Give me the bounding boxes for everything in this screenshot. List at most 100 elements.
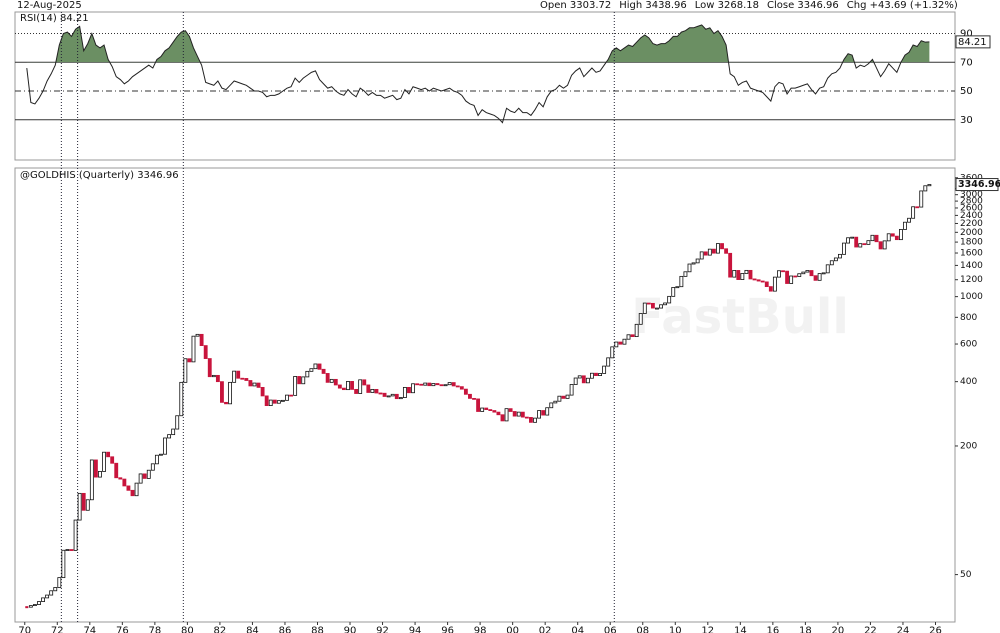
candle-body [402,386,407,398]
candle-body [419,383,424,386]
x-tick-label: 94 [409,625,422,633]
candle-body [260,386,265,397]
candle-body [45,594,50,599]
y-tick-label: 1800 [960,238,983,248]
y-tick-label: 600 [960,340,977,350]
candle-body [650,302,655,309]
candle-body [301,376,306,385]
candle-body [529,417,533,423]
x-tick-label: 04 [571,625,584,633]
candle-body [590,372,594,379]
candle-body [366,384,371,393]
candle-body [378,392,383,395]
candle-body [81,492,86,511]
x-tick-label: 20 [832,625,845,633]
candle-body [858,243,863,248]
candle-body [89,459,94,501]
quote-field: Close 3346.96 [767,0,839,11]
candle-body [341,387,346,391]
x-tick-label: 00 [506,625,519,633]
candle-body [382,392,387,397]
candle-body [386,395,391,398]
candle-body [451,382,456,387]
x-tick-label: 88 [311,625,324,633]
candle-body [756,279,761,282]
candle-body [211,374,216,378]
candle-body [455,385,460,388]
y-tick-label: 50 [960,570,972,580]
candle-body [752,278,757,281]
candle-body [325,373,330,383]
candle-body [407,386,411,394]
candle-body [524,416,529,419]
candle-body [317,363,322,370]
price-last-label: 3346.96 [958,179,1000,190]
candle-body [272,399,277,404]
x-tick-label: 76 [116,625,129,633]
candle-body [240,377,245,380]
candle-body [720,243,724,250]
candle-body [463,388,468,395]
candle-body [159,453,163,456]
candle-body [504,408,509,422]
candle-body [671,287,676,297]
candle-body [801,271,806,275]
candle-body [772,276,777,292]
x-tick-label: 90 [344,625,357,633]
candle-body [85,499,90,511]
candle-body [187,358,192,363]
candle-body [911,206,916,219]
x-tick-label: 24 [897,625,910,633]
x-tick-label: 86 [279,625,292,633]
candle-body [215,374,220,383]
candle-body [557,395,562,402]
candle-body [655,307,659,310]
candle-body [561,395,566,399]
candle-body [439,384,444,387]
candle-body [443,384,448,387]
y-tick-label: 1400 [960,261,983,271]
candle-body [134,482,139,497]
x-tick-label: 02 [539,625,552,633]
candle-body [512,411,517,417]
candle-body [728,252,733,278]
candle-body [313,363,318,370]
candle-body [789,275,794,284]
candle-body [602,365,607,374]
candle-body [130,489,135,497]
candle-body [618,341,623,345]
candle-body [581,375,586,384]
candle-body [508,408,513,412]
candle-body [903,221,907,230]
rsi-last-box [955,35,991,49]
candle-body [167,434,172,439]
candle-body [797,273,802,277]
candle-body [49,590,54,596]
candle-body [870,234,875,242]
candle-body [850,236,855,239]
candle-body [191,335,196,363]
candle-body [667,295,672,304]
candle-body [915,206,920,209]
candle-body [285,394,289,401]
quote-field: Low 3268.18 [695,0,759,11]
x-tick-label: 12 [701,625,714,633]
x-tick-label: 96 [441,625,454,633]
candle-body [927,184,932,187]
candle-body [663,302,668,306]
candle-body [781,270,785,273]
candle-body [768,286,773,292]
candle-body [98,471,102,478]
candle-body [472,397,476,400]
rsi-last-label: 84.21 [958,37,987,48]
quote-field: Chg +43.69 (+1.32%) [847,0,958,11]
candle-body [236,370,241,379]
candle-body [679,275,684,288]
candle-body [585,377,590,384]
candle-body [309,368,314,372]
candle-body [220,381,224,403]
candle-body [447,382,452,386]
candle-body [431,383,436,387]
candle-body [77,492,82,521]
